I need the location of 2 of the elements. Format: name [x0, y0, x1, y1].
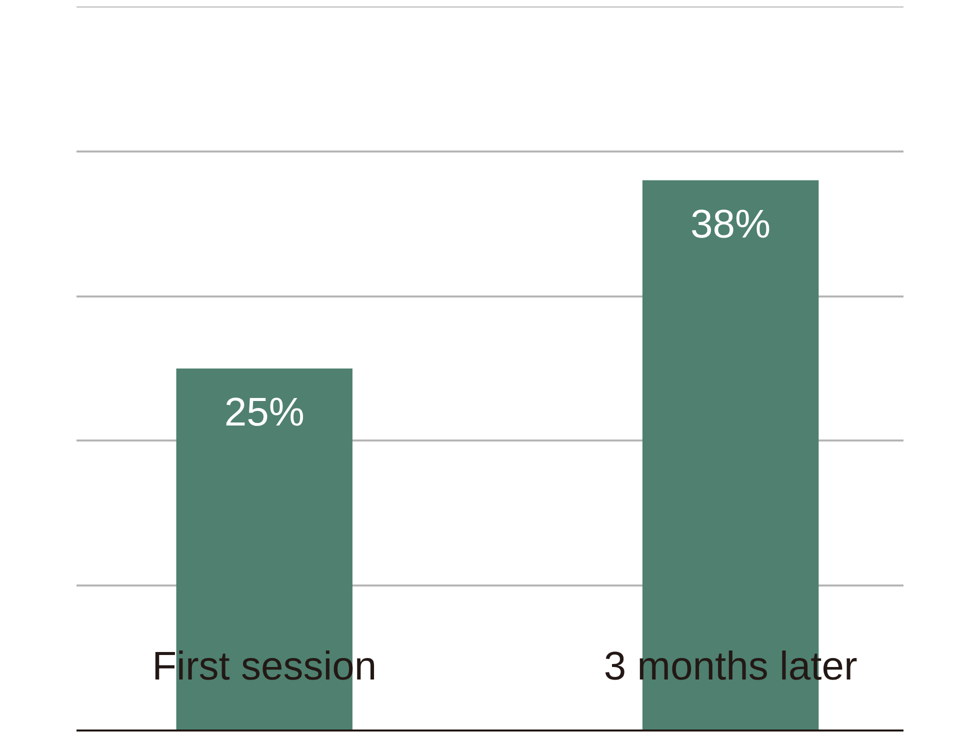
data-label: 25%	[224, 390, 304, 434]
data-label: 38%	[690, 202, 771, 246]
